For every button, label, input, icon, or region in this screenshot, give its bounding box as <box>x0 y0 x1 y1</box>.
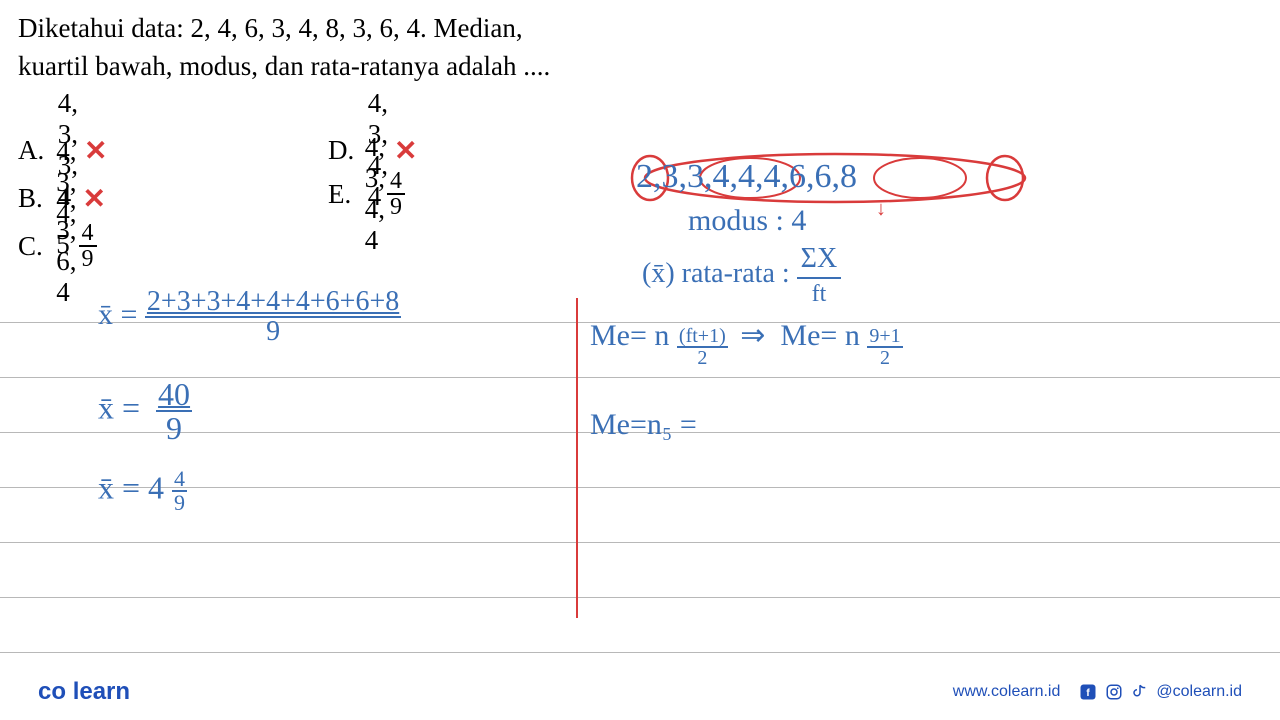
svg-text:f: f <box>1087 687 1091 699</box>
problem-line1: Diketahui data: 2, 4, 6, 3, 4, 8, 3, 6, … <box>18 10 550 48</box>
option-e: E. 4, 3, 4, 4 4 9 <box>328 132 405 256</box>
facebook-icon: f <box>1078 682 1098 702</box>
mixed-fraction: 4 9 <box>172 468 187 514</box>
footer-url: www.colearn.id <box>953 683 1061 701</box>
median-result: Me=n₅ = <box>590 408 697 442</box>
option-c: C. 4, 3, 6, 4 4 9 <box>18 184 97 308</box>
xbar-sum-calculation: x̄ = 2+3+3+4+4+4+6+6+8 9 <box>98 288 401 346</box>
sum-fraction: 2+3+3+4+4+4+6+6+8 9 <box>145 288 401 346</box>
social-icons: f @colearn.id <box>1078 682 1242 702</box>
problem-statement: Diketahui data: 2, 4, 6, 3, 4, 8, 3, 6, … <box>18 10 550 86</box>
instagram-icon <box>1104 682 1124 702</box>
me-sub-frac: (ft+1) 2 <box>677 326 728 368</box>
sigma-fraction: ΣX ft <box>797 244 842 307</box>
modus-annotation: modus : 4 <box>688 204 806 238</box>
problem-line2: kuartil bawah, modus, dan rata-ratanya a… <box>18 48 550 86</box>
footer-right: www.colearn.id f @colearn.id <box>953 682 1242 702</box>
fraction: 4 9 <box>79 221 97 271</box>
tiktok-icon <box>1130 682 1150 702</box>
median-formula: Me= n (ft+1) 2 ⇒ Me= n 9+1 2 <box>590 318 903 368</box>
sorted-data: 2,3,3,4,4,4,6,6,8 <box>636 158 857 196</box>
footer: co learn www.colearn.id f @colearn.id <box>0 678 1280 706</box>
brand-logo: co learn <box>38 678 130 706</box>
vertical-divider-red <box>576 298 578 618</box>
forty-ninths: 40 9 <box>156 378 192 444</box>
me-sub-frac2: 9+1 2 <box>867 326 902 368</box>
footer-handle: @colearn.id <box>1156 683 1242 701</box>
arrow-down-icon: ↓ <box>876 198 886 221</box>
xbar-result: x̄ = 4 4 9 <box>98 468 187 514</box>
rata-rata-annotation: (x̄) rata-rata : ΣX ft <box>642 244 841 307</box>
xbar-fraction: x̄ = 40 9 <box>98 378 192 444</box>
fraction: 4 9 <box>387 169 405 219</box>
